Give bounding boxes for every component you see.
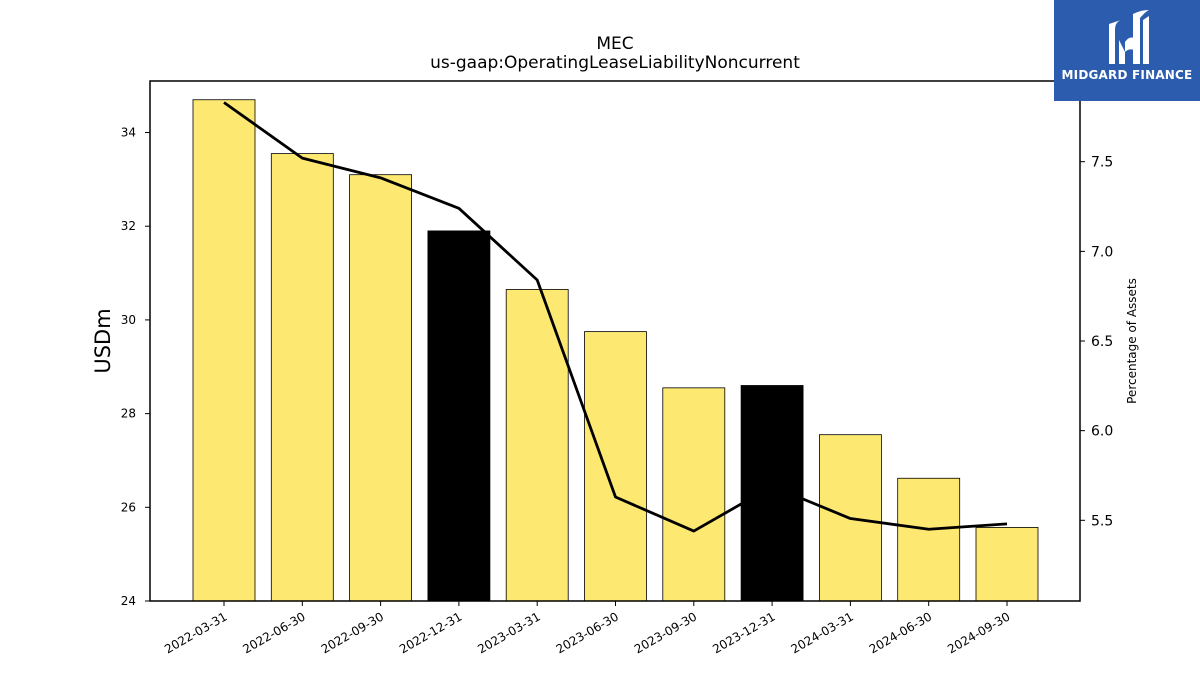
y-tick-label: 32 [121, 219, 136, 233]
logo-mark-icon [1109, 10, 1149, 64]
bar-2024-09-30 [975, 527, 1039, 602]
logo-text: MIDGARD FINANCE [1061, 68, 1193, 82]
bar-2024-06-30 [897, 477, 961, 602]
bar-2023-12-31 [740, 385, 804, 602]
bar-2023-06-30 [584, 331, 647, 602]
bar-2022-06-30 [270, 153, 334, 602]
x-tick-label: 2022-03-31 [162, 609, 229, 656]
y-tick-label: 30 [121, 313, 136, 327]
x-tick-label: 2023-09-30 [632, 609, 699, 656]
x-tick-label: 2023-06-30 [554, 609, 621, 656]
x-tick-label: 2022-09-30 [319, 609, 386, 656]
bar-2023-09-30 [662, 387, 726, 602]
left-axis: 24 26 28 30 32 34 [121, 126, 150, 608]
x-tick-label: 2023-03-31 [475, 609, 542, 656]
y-tick-label: 34 [121, 126, 136, 140]
bar-2022-12-31 [427, 230, 491, 602]
y-tick-label: 26 [121, 500, 136, 514]
y2-tick-label: 6.5 [1091, 334, 1113, 350]
y2-tick-label: 7.0 [1091, 244, 1113, 260]
x-tick-label: 2024-03-31 [788, 609, 855, 656]
right-axis: 5.5 6.0 6.5 7.0 7.5 [1080, 155, 1113, 529]
x-tick-label: 2022-12-31 [397, 609, 464, 656]
chart-title: MEC [596, 34, 633, 54]
percentage-line [223, 101, 1008, 533]
y-axis-label: USDm [91, 308, 115, 373]
x-tick-label: 2023-12-31 [710, 609, 777, 656]
x-tick-label: 2022-06-30 [240, 609, 307, 656]
x-tick-label: 2024-09-30 [945, 609, 1012, 656]
chart-subtitle: us-gaap:OperatingLeaseLiabilityNoncurren… [430, 53, 800, 73]
line-group [223, 101, 1008, 533]
y2-tick-label: 6.0 [1091, 424, 1113, 440]
y2-tick-label: 5.5 [1091, 513, 1113, 529]
midgard-finance-logo: MIDGARD FINANCE [1054, 0, 1200, 101]
x-axis: 2022-03-31 2022-06-30 2022-09-30 2022-12-31… [162, 601, 1013, 656]
y-tick-label: 24 [121, 594, 136, 608]
bar-2022-09-30 [349, 174, 413, 602]
bars-group [192, 99, 1039, 602]
y-tick-label: 28 [121, 407, 136, 421]
y2-axis-label: Percentage of Assets [1125, 278, 1139, 404]
bar-2022-03-31 [192, 99, 256, 602]
y2-tick-label: 7.5 [1091, 155, 1113, 171]
x-tick-label: 2024-06-30 [867, 609, 934, 656]
